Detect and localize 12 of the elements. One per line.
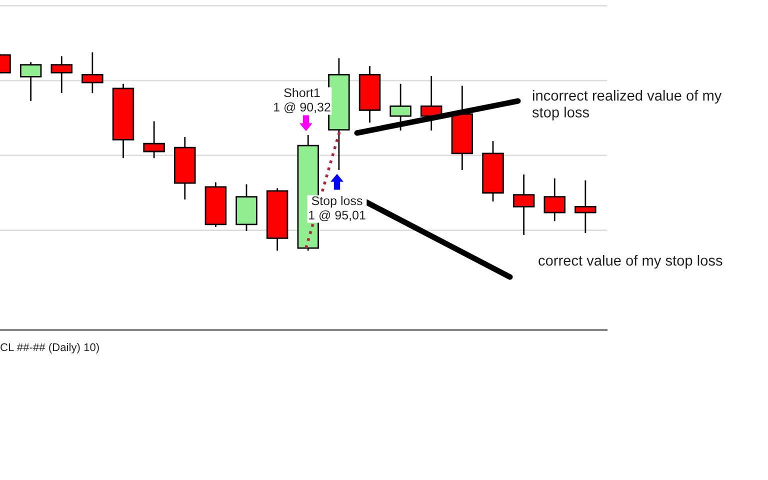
candlestick [82,52,104,94]
candlestick [544,178,566,222]
candlestick [143,121,165,158]
candlestick [20,62,42,101]
candlestick [50,56,72,94]
annotation: Short1 1 @ 90,32 [274,88,330,114]
candlestick [512,174,535,235]
text: correct value of my stop loss [538,255,722,269]
candlestick [574,180,596,233]
annotation: incorrect realized value of my stop loss [532,90,722,120]
text: CL ##-## (Daily) 10) [0,343,99,354]
annotation: Stop loss 1 @ 95,01 [309,196,366,222]
